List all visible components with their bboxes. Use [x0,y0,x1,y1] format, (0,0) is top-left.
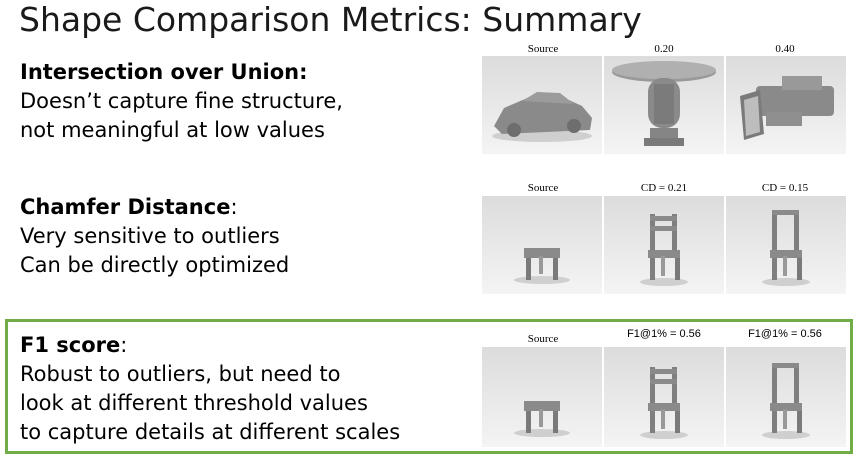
iou-figure-row [482,56,846,154]
f1-heading: F1 score [20,333,121,357]
f1-line-2: look at different threshold values [20,391,368,415]
f1-text-block: F1 score: Robust to outliers, but need t… [20,331,400,447]
f1-caption-2: F1@1% = 0.56 [748,328,822,340]
f1-caption-source: Source [527,333,559,345]
chamfer-text-block: Chamfer Distance: Very sensitive to outl… [20,193,289,280]
chamfer-heading: Chamfer Distance [20,195,231,219]
chamfer-line-2: Can be directly optimized [20,253,290,277]
slide-title: Shape Comparison Metrics: Summary [19,0,642,39]
f1-figure-row [482,347,846,447]
f1-line-1: Robust to outliers, but need to [20,362,341,386]
chamfer-line-1: Very sensitive to outliers [20,224,280,248]
f1-chair-render-image [604,347,724,447]
chamfer-caption-1: CD = 0.21 [640,182,688,194]
iou-caption-1: 0.20 [654,43,674,55]
chamfer-caption-source: Source [527,182,559,194]
chair-render-image [604,196,724,294]
source-stool-render-image [482,196,602,294]
iou-heading: Intersection over Union: [20,60,308,84]
iou-text-block: Intersection over Union: Doesn’t capture… [20,58,343,145]
iou-line-2: not meaningful at low values [20,118,325,142]
table-render-image [604,56,724,154]
iou-caption-2: 0.40 [775,43,795,55]
iou-line-1: Doesn’t capture fine structure, [20,89,343,113]
f1-caption-1: F1@1% = 0.56 [627,328,701,340]
mixed-shape-render-image [726,56,846,154]
iou-caption-source: Source [527,43,559,55]
f1-source-stool-render-image [482,347,602,447]
chamfer-caption-2: CD = 0.15 [761,182,809,194]
chair-outlier-render-image [726,196,846,294]
f1-highlight-box [5,319,853,454]
f1-chair-outlier-render-image [726,347,846,447]
f1-line-3: to capture details at different scales [20,420,401,444]
car-render-image [482,56,602,154]
chamfer-figure-row [482,196,846,294]
